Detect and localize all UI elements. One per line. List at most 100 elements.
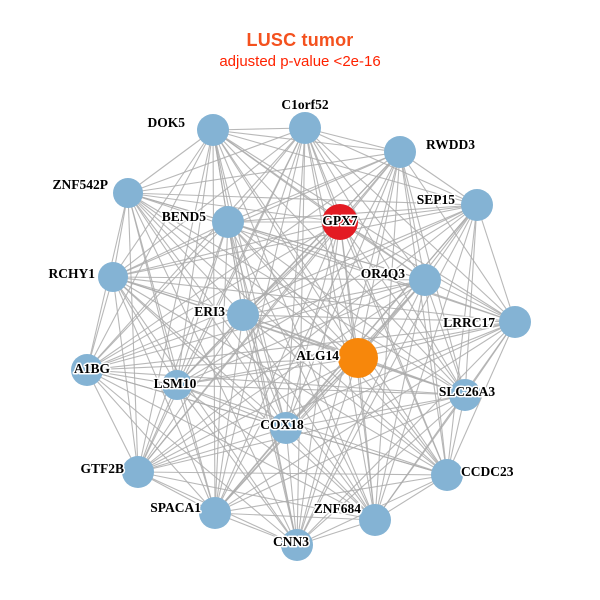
graph-node-znf684[interactable] <box>359 504 391 536</box>
graph-node-lrrc17[interactable] <box>499 306 531 338</box>
graph-edge <box>227 221 298 546</box>
graph-edge <box>176 384 448 476</box>
graph-edge <box>137 314 244 473</box>
graph-edge <box>285 127 306 429</box>
graph-node-label-znf684: ZNF684 <box>314 501 362 516</box>
graph-edge <box>214 221 341 514</box>
graph-edge <box>304 127 478 206</box>
graph-edge <box>357 321 516 359</box>
graph-node-cox18[interactable] <box>270 412 302 444</box>
graph-node-slc26a3[interactable] <box>449 379 481 411</box>
graph-edge <box>424 279 448 476</box>
graph-edge <box>242 314 298 546</box>
graph-edge <box>137 321 516 473</box>
label-layer: DOK5 C1orf52 RWDD3 ZNF542P BEND5 GPX7 SEP15 RCH… <box>47 96 515 551</box>
graph-edge <box>464 204 478 396</box>
graph-edge <box>176 384 466 396</box>
graph-edge <box>357 357 448 476</box>
graph-node-bend5[interactable] <box>212 206 244 238</box>
graph-node-gtf2b[interactable] <box>122 456 154 488</box>
graph-node-ccdc23[interactable] <box>431 459 463 491</box>
graph-node-rwdd3[interactable] <box>384 136 416 168</box>
graph-edge <box>399 151 516 323</box>
graph-edge <box>86 314 244 371</box>
graph-edge <box>137 471 376 521</box>
node-layer <box>71 112 531 561</box>
graph-edge <box>339 204 478 223</box>
graph-edge <box>86 321 516 371</box>
graph-edge <box>112 276 287 429</box>
graph-node-or4q3[interactable] <box>409 264 441 296</box>
graph-edge <box>285 151 401 429</box>
graph-edge <box>227 127 306 223</box>
graph-edge <box>137 221 229 473</box>
graph-edge <box>112 221 229 278</box>
graph-node-sep15[interactable] <box>461 189 493 221</box>
graph-edge <box>137 129 214 473</box>
graph-edge <box>137 279 426 473</box>
graph-edge <box>285 221 341 429</box>
graph-edge <box>227 221 516 323</box>
graph-edge <box>127 192 516 323</box>
graph-edge <box>127 129 214 194</box>
graph-node-label-c1orf52: C1orf52 <box>281 97 328 112</box>
graph-edge <box>112 204 478 278</box>
graph-edge <box>214 221 229 514</box>
graph-edge <box>285 427 298 546</box>
graph-edge <box>304 127 376 521</box>
graph-edge <box>176 314 244 386</box>
graph-edge <box>214 427 287 514</box>
graph-node-label-gtf2b: GTF2B <box>80 461 124 476</box>
graph-edge <box>112 276 516 323</box>
graph-edge <box>296 204 478 546</box>
graph-edge <box>296 279 426 546</box>
graph-node-label-rchy1: RCHY1 <box>49 266 96 281</box>
graph-node-c1orf52[interactable] <box>289 112 321 144</box>
graph-edge <box>339 221 466 396</box>
graph-edge <box>446 321 516 476</box>
graph-node-label-lrrc17: LRRC17 <box>443 315 495 330</box>
graph-node-lsm10[interactable] <box>162 370 192 400</box>
graph-edge <box>176 279 426 386</box>
graph-edge <box>227 221 426 281</box>
graph-edge <box>176 384 287 429</box>
graph-node-label-dok5: DOK5 <box>147 115 185 130</box>
graph-edge <box>285 394 466 429</box>
graph-edge <box>112 276 244 316</box>
graph-edge <box>176 221 341 386</box>
graph-node-a1bg[interactable] <box>71 354 103 386</box>
graph-node-label-a1bg: A1BG <box>74 361 111 376</box>
graph-node-eri3[interactable] <box>227 299 259 331</box>
graph-edge <box>112 276 139 473</box>
graph-edge <box>137 357 359 473</box>
graph-edge <box>127 127 306 194</box>
graph-node-label-sep15: SEP15 <box>417 192 456 207</box>
graph-edge <box>137 427 287 473</box>
edge-layer <box>86 127 516 546</box>
graph-edge <box>227 221 466 396</box>
graph-edge <box>424 279 516 323</box>
graph-edge <box>357 357 376 521</box>
graph-edge <box>212 129 376 521</box>
graph-edge <box>296 394 466 546</box>
graph-node-label-lsm10: LSM10 <box>154 376 197 391</box>
graph-edge <box>214 151 401 514</box>
graph-edge <box>137 127 306 473</box>
graph-node-gpx7[interactable] <box>322 204 358 240</box>
graph-node-alg14[interactable] <box>338 338 378 378</box>
graph-edge <box>357 151 401 359</box>
graph-node-label-cox18: COX18 <box>260 417 304 432</box>
graph-node-znf542p[interactable] <box>113 178 143 208</box>
plot-subtitle: adjusted p-value <2e-16 <box>219 53 381 70</box>
graph-node-spaca1[interactable] <box>199 497 231 529</box>
graph-edge <box>304 127 401 153</box>
graph-node-dok5[interactable] <box>197 114 229 146</box>
graph-edge <box>212 129 478 206</box>
graph-edge <box>112 276 216 514</box>
graph-node-cnn3[interactable] <box>281 529 313 561</box>
graph-edge <box>86 127 306 371</box>
graph-edge <box>212 129 359 359</box>
graph-node-rchy1[interactable] <box>98 262 128 292</box>
graph-edge <box>127 192 478 206</box>
graph-edge <box>214 512 376 521</box>
